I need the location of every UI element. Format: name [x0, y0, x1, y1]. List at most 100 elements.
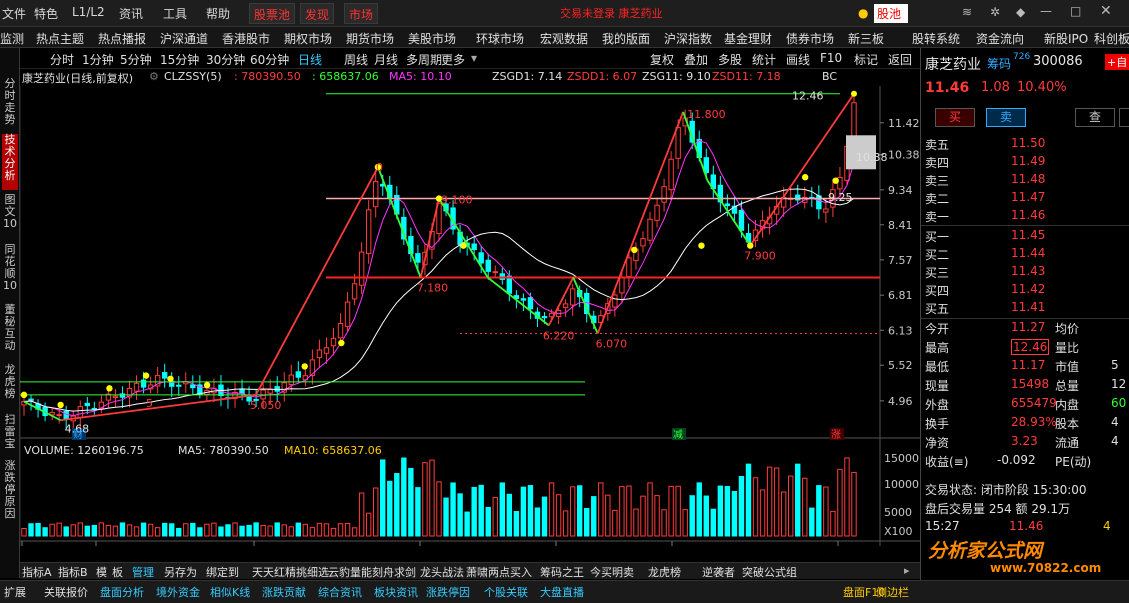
market-tab-7[interactable]: 美股市场 [408, 32, 457, 46]
market-tab-18[interactable]: 科创板 [1094, 32, 1129, 46]
market-tab-16[interactable]: 资金流向 [976, 32, 1025, 46]
indicator-tab-5[interactable]: 另存为 [164, 566, 197, 579]
close-icon[interactable]: ✕ [1100, 3, 1112, 19]
market-tab-4[interactable]: 香港股市 [222, 32, 271, 46]
sell-button[interactable]: 卖 [986, 108, 1026, 127]
status-tab-4[interactable]: 相似K线 [210, 586, 251, 599]
left-tab-5[interactable]: 龙虎榜 [4, 363, 16, 400]
status-tab-1[interactable]: 关联报价 [44, 586, 88, 599]
status-tab-2[interactable]: 盘面分析 [100, 586, 144, 599]
market-tab-12[interactable]: 基金理财 [724, 32, 773, 46]
market-tab-10[interactable]: 我的版面 [602, 32, 651, 46]
maximize-icon[interactable]: □ [1070, 4, 1082, 18]
chart-tool-7[interactable]: 返回 [888, 53, 913, 67]
left-tab-2[interactable]: 图文10 [3, 193, 17, 230]
period-0[interactable]: 分时 [50, 53, 75, 67]
status-tab-7[interactable]: 板块资讯 [374, 586, 418, 599]
left-tab-4[interactable]: 董秘互动 [4, 303, 16, 352]
status-tab-10[interactable]: 大盘直播 [540, 586, 584, 599]
bid-price[interactable]: 11.45 [1011, 228, 1046, 242]
market-button[interactable]: 市场 [344, 3, 379, 24]
indicator-tab-3[interactable]: 板 [112, 566, 123, 579]
market-tab-15[interactable]: 股转系统 [912, 32, 961, 46]
indicator-tab-7[interactable]: 天天红精挑细选 [252, 566, 329, 579]
discover-button[interactable]: 发现 [300, 3, 335, 24]
status-tab-3[interactable]: 境外资金 [156, 586, 200, 599]
indicator-tab-6[interactable]: 绑定到 [206, 566, 239, 579]
indicator-tab-16[interactable]: 突破公式组 [742, 566, 797, 579]
ask-price[interactable]: 11.48 [1011, 172, 1046, 186]
menu-special[interactable]: 特色 [34, 7, 59, 21]
period-6[interactable]: 日线 [298, 53, 323, 67]
market-tab-6[interactable]: 期货市场 [346, 32, 395, 46]
market-tab-1[interactable]: 热点主题 [36, 32, 85, 46]
indicator-tab-10[interactable]: 龙头战法 [420, 566, 464, 579]
period-9[interactable]: 多周期 [406, 53, 443, 67]
chart-tool-2[interactable]: 多股 [718, 53, 743, 67]
skin-icon[interactable]: ◆ [1016, 5, 1026, 19]
chart-tool-6[interactable]: 标记 [854, 53, 879, 67]
market-tab-2[interactable]: 热点播报 [98, 32, 147, 46]
menu-info[interactable]: 资讯 [119, 7, 144, 21]
indicator-tab-14[interactable]: 龙虎榜 [648, 566, 681, 579]
chart-tool-1[interactable]: 叠加 [684, 53, 709, 67]
indicator-tab-2[interactable]: 模 [96, 566, 107, 579]
period-4[interactable]: 30分钟 [206, 53, 246, 67]
bid-price[interactable]: 11.44 [1011, 246, 1046, 260]
settings-icon[interactable]: ✲ [990, 5, 1001, 19]
buy-button[interactable]: 买 [935, 108, 975, 127]
market-tab-14[interactable]: 新三板 [848, 32, 885, 46]
status-tab-9[interactable]: 个股关联 [484, 586, 528, 599]
more-button[interactable] [1119, 108, 1129, 127]
stock-pool-quick-button[interactable]: 股池 [874, 4, 908, 23]
period-1[interactable]: 1分钟 [82, 53, 114, 67]
period-5[interactable]: 60分钟 [250, 53, 290, 67]
bell-icon[interactable]: ● [858, 6, 869, 20]
indicator-name[interactable]: CLZSSY(5) [164, 70, 222, 83]
ask-price[interactable]: 11.47 [1011, 190, 1046, 204]
menu-file[interactable]: 文件 [2, 7, 27, 21]
ask-price[interactable]: 11.46 [1011, 208, 1046, 222]
market-tab-11[interactable]: 沪深指数 [664, 32, 713, 46]
indicator-tab-8[interactable]: 云豹量能 [328, 566, 372, 579]
market-tab-9[interactable]: 宏观数据 [540, 32, 589, 46]
market-tab-13[interactable]: 债券市场 [786, 32, 835, 46]
indicator-tab-12[interactable]: 筹码之王 [540, 566, 584, 579]
left-tab-1[interactable]: 技术分析 [2, 134, 18, 190]
query-button[interactable]: 查 [1075, 108, 1115, 127]
left-tab-3[interactable]: 同花顺10 [3, 243, 17, 292]
indicator-tab-13[interactable]: 今买明卖 [590, 566, 634, 579]
status-tab-8[interactable]: 涨跌停因 [426, 586, 470, 599]
scroll-right-icon[interactable]: ▸ [904, 564, 910, 577]
indicator-tab-4[interactable]: 管理 [132, 566, 154, 579]
left-tab-7[interactable]: 涨跌停原因 [4, 459, 16, 520]
indicator-tab-1[interactable]: 指标B [58, 566, 88, 579]
period-10[interactable]: 更多 [441, 53, 466, 67]
sidebar-button[interactable]: 侧边栏 [876, 586, 909, 599]
left-tab-0[interactable]: 分时走势 [4, 77, 16, 126]
indicator-tab-15[interactable]: 逆袭者 [702, 566, 735, 579]
period-2[interactable]: 5分钟 [120, 53, 152, 67]
chart-tool-4[interactable]: 画线 [786, 53, 811, 67]
left-tab-6[interactable]: 扫雷宝 [4, 413, 16, 450]
menu-tools[interactable]: 工具 [163, 7, 188, 21]
indicator-tab-9[interactable]: 刻舟求剑 [372, 566, 416, 579]
kline-chart[interactable]: 11.42 10.38 9.34 8.41 7.57 6.81 6.13 5.52 4.96 10… [20, 86, 920, 546]
menu-help[interactable]: 帮助 [206, 7, 231, 21]
menu-l1l2[interactable]: L1/L2 [72, 5, 105, 19]
minimize-icon[interactable]: — [1040, 4, 1052, 18]
add-self-button[interactable]: +自 [1105, 54, 1129, 70]
ask-price[interactable]: 11.50 [1011, 136, 1046, 150]
bid-price[interactable]: 11.43 [1011, 264, 1046, 278]
market-tab-8[interactable]: 环球市场 [476, 32, 525, 46]
layers-icon[interactable]: ≋ [962, 5, 973, 19]
bid-price[interactable]: 11.42 [1011, 282, 1046, 296]
stock-pool-button[interactable]: 股票池 [249, 3, 296, 24]
chart-tool-5[interactable]: F10 [820, 51, 843, 65]
status-tab-6[interactable]: 综合资讯 [318, 586, 362, 599]
indicator-tab-11[interactable]: 萧啸两点买入 [466, 566, 532, 579]
market-tab-17[interactable]: 新股IPO [1044, 32, 1089, 46]
chevron-down-icon[interactable]: ▾ [471, 51, 478, 65]
market-tab-5[interactable]: 期权市场 [284, 32, 333, 46]
bid-price[interactable]: 11.41 [1011, 300, 1046, 314]
